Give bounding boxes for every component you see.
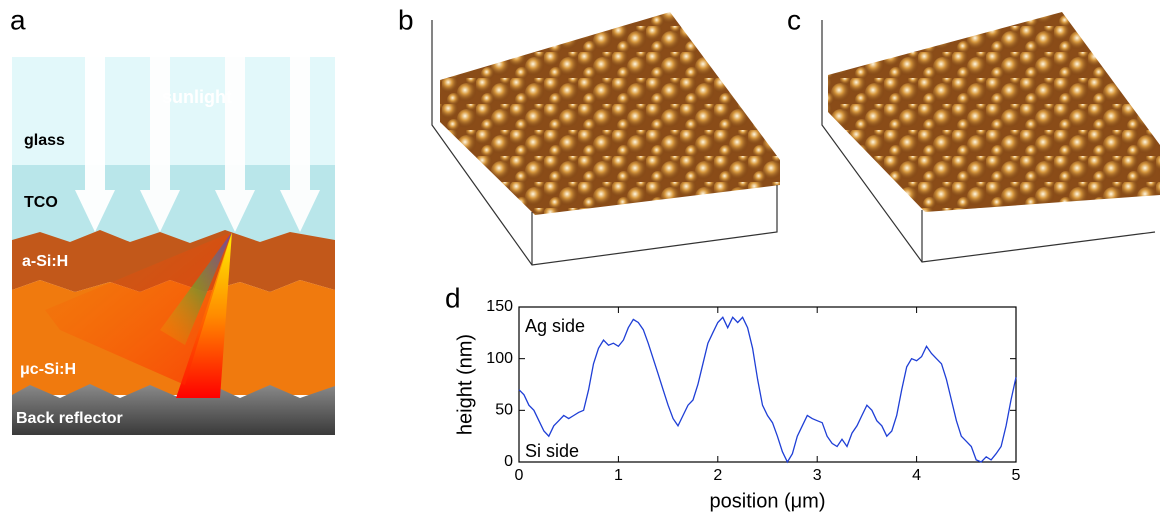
annotation: Si side (525, 441, 579, 461)
label: TCO (24, 194, 58, 211)
y-tick-label: 50 (495, 402, 513, 419)
glass-layer (12, 57, 335, 167)
label: a-Si:H (22, 253, 68, 270)
x-tick-label: 5 (1012, 467, 1021, 484)
label: sunlight (162, 87, 232, 107)
solar-cell-diagram: sunlight glass TCO a-Si:H μc-Si:H Back r… (12, 57, 335, 435)
y-axis-label: height (nm) (454, 334, 476, 435)
panel-label: a (10, 4, 26, 35)
label: Back reflector (16, 410, 123, 427)
panel-label: b (398, 4, 414, 35)
x-tick-label: 2 (713, 467, 722, 484)
x-tick-label: 3 (813, 467, 822, 484)
x-tick-label: 4 (912, 467, 921, 484)
panel-label: d (445, 282, 461, 313)
panel-label: c (787, 4, 801, 35)
x-tick-label: 1 (614, 467, 623, 484)
y-tick-label: 0 (504, 453, 513, 470)
figure: sunlight glass TCO a-Si:H μc-Si:H Back r… (0, 0, 1161, 517)
x-tick-label: 0 (515, 467, 524, 484)
afm-image (822, 12, 1160, 262)
y-tick-label: 150 (486, 298, 513, 315)
plot-frame (519, 307, 1016, 462)
tco-layer (12, 165, 335, 245)
annotation: Ag side (525, 316, 585, 336)
data-line (519, 317, 1016, 462)
label: glass (24, 132, 65, 149)
x-axis-label: position (μm) (710, 490, 826, 512)
y-tick-label: 100 (486, 350, 513, 367)
afm-image (432, 12, 780, 265)
label: μc-Si:H (20, 361, 76, 378)
